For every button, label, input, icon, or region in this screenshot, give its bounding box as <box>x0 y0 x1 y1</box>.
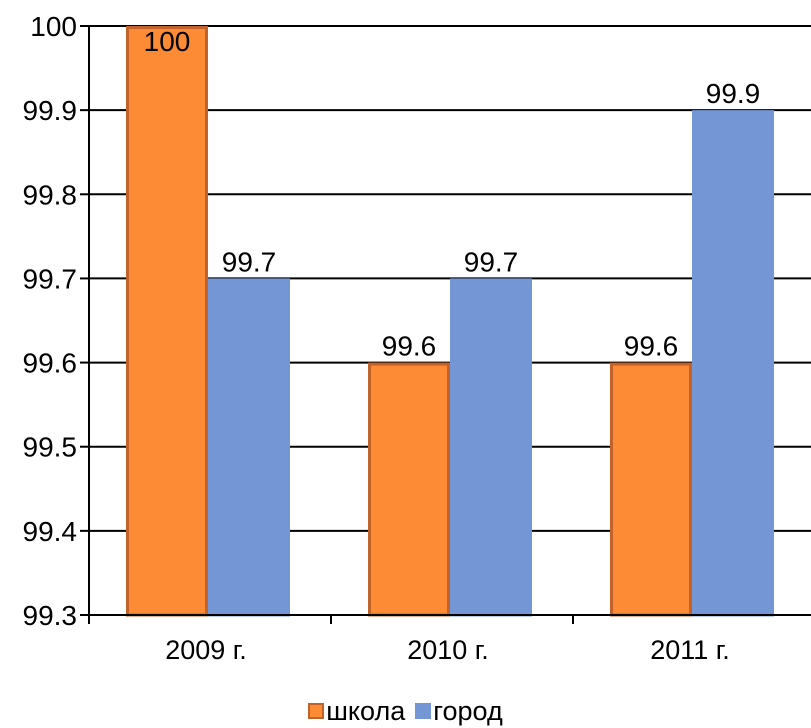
y-tick-label: 100 <box>30 11 77 42</box>
bar-school <box>368 362 450 617</box>
legend-label-city: город <box>433 696 503 726</box>
x-tick-label: 2010 г. <box>407 635 489 665</box>
x-tick-label: 2009 г. <box>165 635 247 665</box>
legend-swatch-school <box>308 703 325 719</box>
bar-city <box>692 110 774 617</box>
data-label: 99.7 <box>222 246 277 277</box>
data-label: 99.6 <box>382 331 437 362</box>
y-tick-label: 99.4 <box>23 516 78 547</box>
legend-swatch-city <box>415 703 432 719</box>
axes <box>80 25 811 624</box>
data-label: 100 <box>144 26 191 57</box>
bar-school <box>126 26 208 617</box>
data-label: 99.6 <box>624 331 679 362</box>
bar-city <box>450 278 532 617</box>
legend: школа город <box>0 694 811 728</box>
legend-item-city: город <box>415 696 503 726</box>
x-tick-label: 2011 г. <box>650 635 730 665</box>
bar-city <box>208 278 290 617</box>
data-label: 99.9 <box>706 78 761 109</box>
bars <box>126 26 774 617</box>
data-label: 99.7 <box>464 246 519 277</box>
y-tick-label: 99.5 <box>23 432 78 463</box>
y-tick-label: 99.8 <box>23 179 78 210</box>
y-tick-label: 99.6 <box>23 348 78 379</box>
legend-label-school: школа <box>326 696 406 726</box>
y-tick-label: 99.3 <box>23 600 78 631</box>
legend-item-school: школа <box>308 696 405 726</box>
bar-school <box>610 362 692 617</box>
y-tick-label: 99.9 <box>23 95 78 126</box>
labels: 99.3 99.4 99.5 99.6 99.7 99.8 99.9 100 100 99.7 20… <box>23 11 761 665</box>
y-tick-label: 99.7 <box>23 263 78 294</box>
